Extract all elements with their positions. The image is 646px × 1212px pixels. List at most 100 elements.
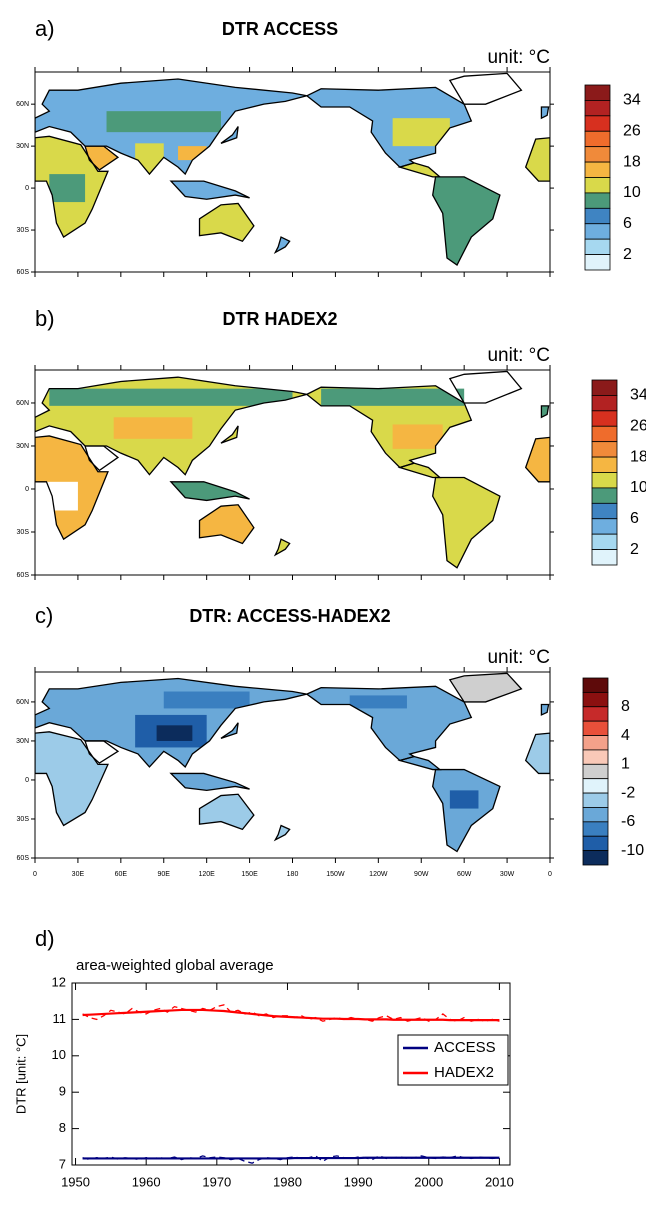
- lat-label: 30N: [16, 143, 29, 150]
- lat-label: 60N: [16, 101, 29, 108]
- coastline: [397, 462, 442, 479]
- colorbar-box: [582, 807, 609, 823]
- colorbar-box: [582, 763, 609, 780]
- lat-label: 30N: [16, 443, 29, 450]
- coastline: [432, 476, 501, 569]
- coastline: [84, 445, 120, 472]
- land: [170, 773, 250, 791]
- coastline: [273, 236, 291, 255]
- colorbar-box: [582, 821, 609, 837]
- colorbar-box: [591, 472, 618, 489]
- coastline: [273, 538, 291, 557]
- lon-label: 30E: [72, 871, 85, 878]
- colorbar-box: [582, 778, 609, 794]
- map-area: [35, 370, 550, 569]
- colorbar-box: [582, 835, 609, 852]
- colorbar-box: [584, 192, 611, 209]
- patch: [49, 388, 293, 406]
- coastline: [524, 436, 550, 483]
- y-tick-label: 9: [59, 1084, 66, 1099]
- colorbar-box: [582, 792, 609, 808]
- colorbar-label: 2: [630, 541, 639, 558]
- coastline: [305, 685, 473, 762]
- x-tick-label: 1980: [273, 1174, 302, 1189]
- y-tick-label: 10: [52, 1047, 66, 1062]
- lat-label: 0: [25, 486, 29, 493]
- patch: [135, 143, 164, 175]
- patch: [392, 118, 450, 147]
- x-tick-label: 2000: [414, 1174, 443, 1189]
- colorbar-box: [591, 549, 618, 566]
- lon-label: 120E: [198, 871, 215, 878]
- land: [306, 87, 472, 168]
- colorbar-label: -10: [621, 842, 644, 859]
- lat-label: 0: [25, 185, 29, 192]
- colorbar-box: [582, 706, 609, 722]
- lon-label: 120W: [369, 871, 388, 878]
- x-tick-label: 1970: [202, 1174, 231, 1189]
- patch: [163, 691, 250, 709]
- lon-label: 90W: [414, 871, 429, 878]
- series-line: [82, 1008, 500, 1022]
- patch: [49, 174, 86, 203]
- land: [399, 162, 440, 177]
- x-tick-label: 1960: [132, 1174, 161, 1189]
- coastline: [198, 793, 255, 831]
- land: [525, 437, 550, 482]
- colorbar-label: 18: [630, 448, 646, 465]
- lon-label: 150E: [241, 871, 258, 878]
- coastline: [540, 703, 550, 716]
- lon-label: 0: [33, 871, 37, 878]
- lat-label: 0: [25, 777, 29, 784]
- land: [275, 825, 290, 840]
- legend-label: HADEX2: [434, 1064, 494, 1081]
- colorbar-label: 26: [623, 122, 641, 139]
- x-tick-label: 1950: [61, 1174, 90, 1189]
- colorbar-label: 10: [623, 184, 641, 201]
- land: [399, 463, 440, 478]
- y-tick-label: 7: [59, 1156, 66, 1171]
- coastline: [448, 370, 523, 404]
- patch: [392, 424, 443, 449]
- panel-label: c): [35, 603, 53, 628]
- coastline: [432, 176, 501, 266]
- coastline: [273, 824, 291, 842]
- colorbar-box: [584, 223, 611, 240]
- lat-label: 60S: [17, 572, 30, 579]
- colorbar-box: [591, 456, 618, 473]
- coastline: [84, 740, 120, 764]
- coastline: [169, 481, 250, 502]
- land: [199, 203, 254, 242]
- coastline: [397, 755, 442, 771]
- y-axis-label: DTR [unit: °C]: [13, 1034, 28, 1114]
- colorbar-box: [591, 379, 618, 396]
- colorbar-label: 10: [630, 479, 646, 496]
- colorbar-box: [582, 749, 609, 765]
- colorbar-label: 18: [623, 153, 641, 170]
- lon-label: 0: [548, 871, 552, 878]
- colorbar-label: -2: [621, 784, 635, 801]
- land: [199, 794, 254, 830]
- land: [449, 371, 522, 403]
- coastline: [540, 405, 550, 419]
- land: [275, 237, 290, 253]
- map-title: DTR HADEX2: [222, 309, 337, 329]
- land: [306, 686, 472, 761]
- land: [525, 137, 550, 182]
- patch: [106, 111, 221, 133]
- colorbar-box: [584, 177, 611, 194]
- coastline: [305, 385, 473, 469]
- land: [432, 176, 500, 266]
- coastline: [397, 162, 442, 178]
- colorbar-box: [582, 850, 609, 866]
- y-tick-label: 11: [53, 1011, 67, 1026]
- patch: [156, 725, 193, 741]
- colorbar-box: [584, 115, 611, 132]
- coastline: [198, 504, 255, 545]
- lon-label: 180: [287, 871, 299, 878]
- unit-label: unit: °C: [487, 647, 550, 668]
- colorbar-box: [584, 100, 611, 117]
- coastline: [524, 137, 550, 182]
- coastline: [220, 722, 239, 739]
